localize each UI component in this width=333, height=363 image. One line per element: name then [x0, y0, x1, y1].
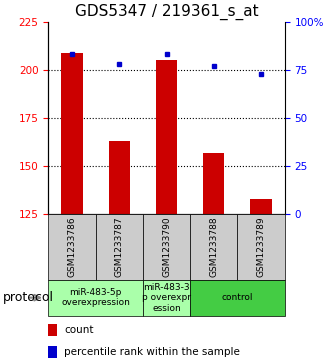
- Text: GSM1233787: GSM1233787: [115, 216, 124, 277]
- Bar: [61, 53, 83, 214]
- Bar: [96, 214, 143, 280]
- Text: miR-483-3
p overexpr
ession: miR-483-3 p overexpr ession: [142, 283, 191, 313]
- Text: GSM1233788: GSM1233788: [209, 216, 218, 277]
- Title: GDS5347 / 219361_s_at: GDS5347 / 219361_s_at: [75, 4, 258, 20]
- Text: protocol: protocol: [3, 291, 54, 304]
- Bar: [156, 60, 177, 214]
- Bar: [143, 214, 190, 280]
- Bar: [203, 152, 224, 214]
- Bar: [190, 280, 285, 316]
- Bar: [190, 214, 237, 280]
- Text: control: control: [222, 293, 253, 302]
- Bar: [48, 280, 143, 316]
- Bar: [143, 280, 190, 316]
- Bar: [48, 346, 57, 358]
- Text: GSM1233790: GSM1233790: [162, 216, 171, 277]
- Text: GSM1233786: GSM1233786: [67, 216, 77, 277]
- Text: percentile rank within the sample: percentile rank within the sample: [64, 347, 240, 357]
- Bar: [48, 324, 57, 336]
- Bar: [250, 199, 272, 214]
- Bar: [237, 214, 285, 280]
- Bar: [48, 214, 96, 280]
- Text: miR-483-5p
overexpression: miR-483-5p overexpression: [61, 288, 130, 307]
- Text: GSM1233789: GSM1233789: [256, 216, 266, 277]
- Bar: [109, 141, 130, 214]
- Text: count: count: [64, 325, 93, 335]
